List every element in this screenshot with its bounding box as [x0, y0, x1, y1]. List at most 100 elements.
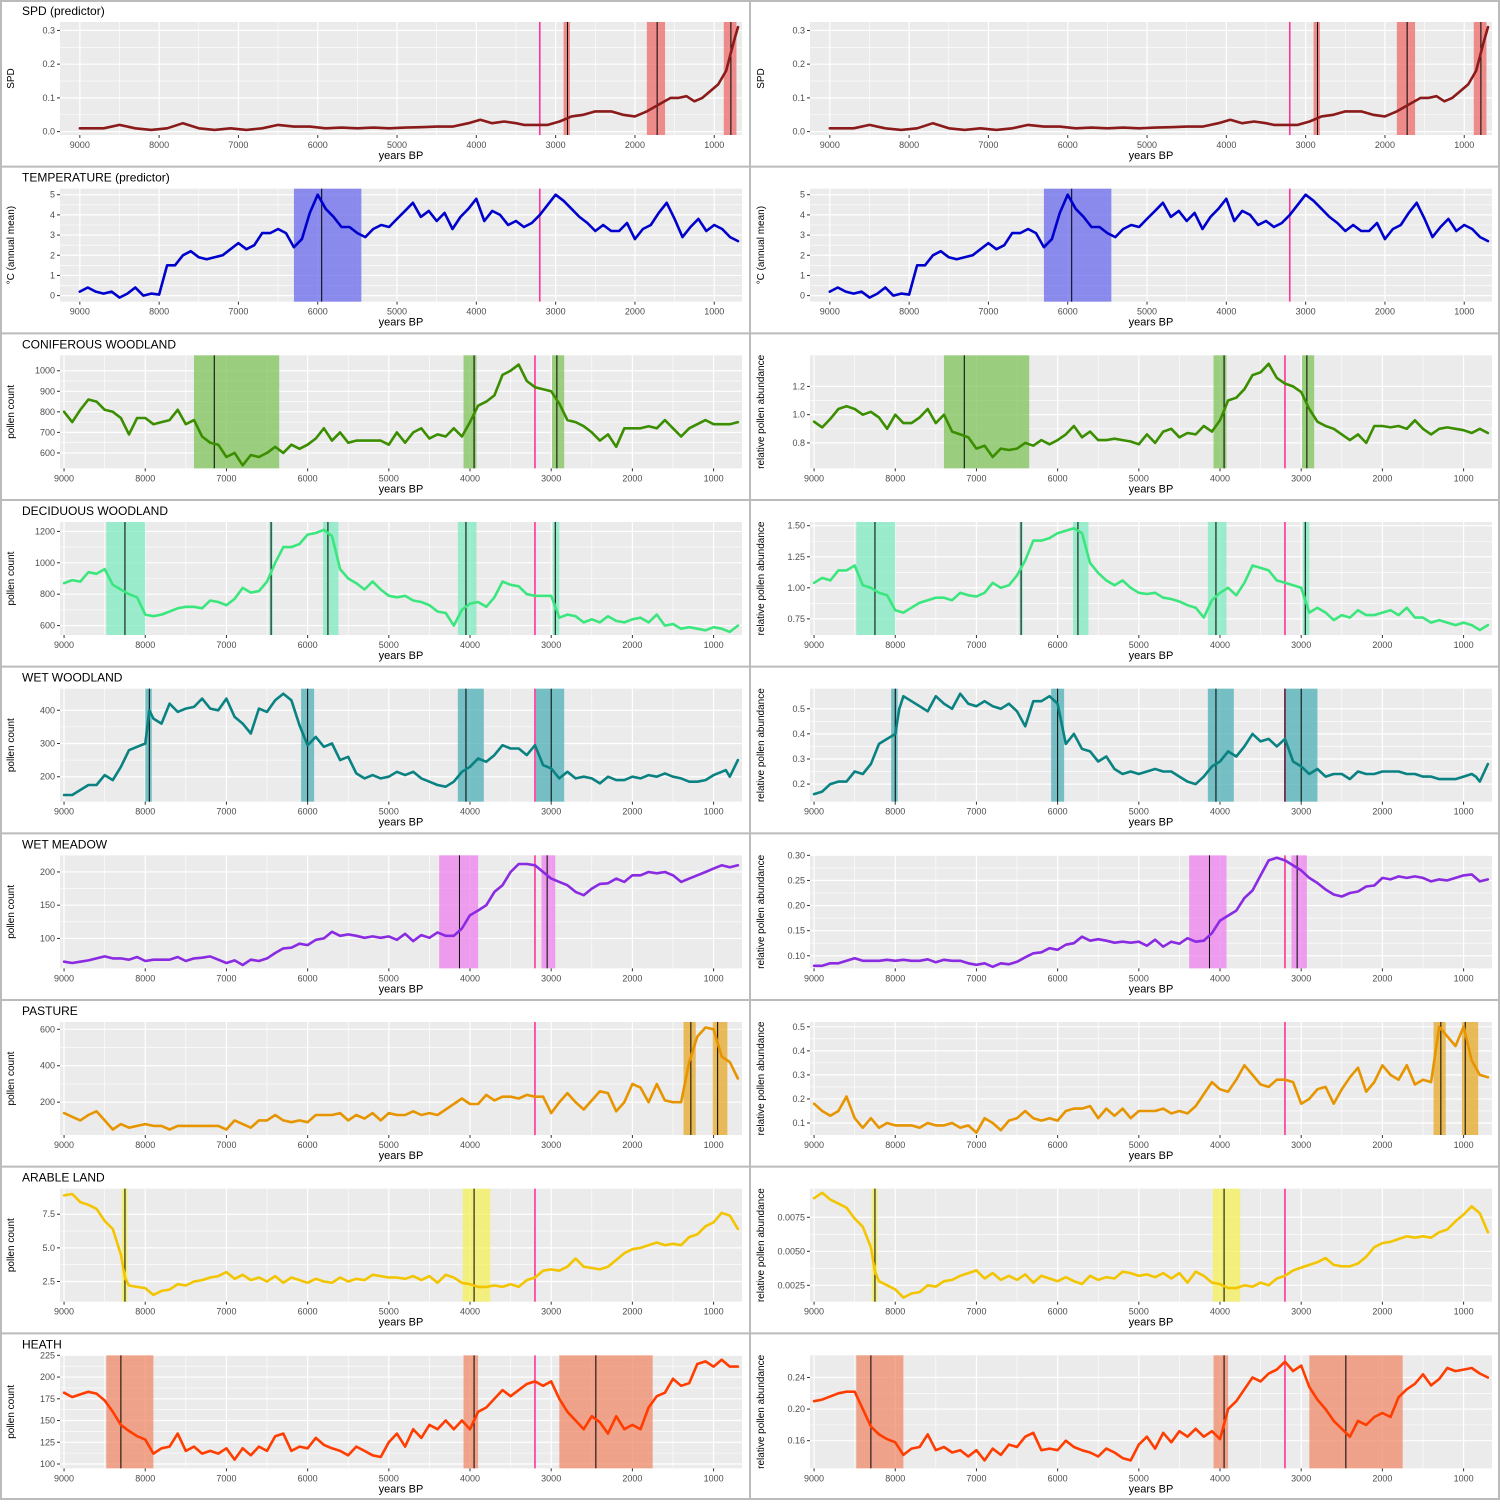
- y-tick-label: 0.1: [792, 1118, 805, 1128]
- x-tick-label: 3000: [1296, 307, 1316, 317]
- x-tick-label: 7000: [216, 807, 236, 817]
- x-tick-label: 2000: [622, 1140, 642, 1150]
- series-line: [812, 692, 1490, 796]
- change-band: [1313, 22, 1320, 135]
- y-axis-label: pollen count: [6, 1051, 17, 1105]
- x-tick-label: 3000: [541, 1473, 561, 1483]
- panel-left: DECIDUOUS WOODLAND 9000 8000 7000 6000 5000 40…: [6, 504, 742, 662]
- change-band: [1189, 855, 1227, 969]
- panel-title: WET MEADOW: [22, 837, 108, 851]
- x-tick-label: 3000: [541, 807, 561, 817]
- change-band: [891, 688, 898, 802]
- y-tick-label: 900: [40, 386, 55, 396]
- x-tick-label: 7000: [978, 307, 998, 317]
- y-tick-label: 4: [50, 210, 55, 220]
- x-tick-label: 8000: [135, 473, 155, 483]
- x-axis-label: years BP: [379, 1483, 424, 1495]
- x-tick-label: 6000: [298, 1307, 318, 1317]
- x-axis-label: years BP: [1129, 983, 1174, 995]
- x-tick-label: 3000: [541, 1307, 561, 1317]
- panel-title: DECIDUOUS WOODLAND: [22, 504, 168, 518]
- x-tick-label: 2000: [622, 473, 642, 483]
- x-tick-label: 6000: [1058, 307, 1078, 317]
- y-tick-label: 7.5: [42, 1209, 55, 1219]
- x-tick-label: 2000: [622, 973, 642, 983]
- plot-background: [60, 688, 742, 802]
- y-tick-label: 0.2: [792, 779, 805, 789]
- x-tick-label: 4000: [460, 973, 480, 983]
- y-axis-label: SPD: [756, 68, 767, 89]
- y-tick-label: 0.24: [787, 1372, 805, 1382]
- y-tick-label: 150: [40, 1416, 55, 1426]
- y-tick-label: 600: [40, 1024, 55, 1034]
- x-tick-label: 8000: [885, 473, 905, 483]
- x-tick-label: 6000: [298, 1473, 318, 1483]
- x-tick-label: 5000: [1129, 1140, 1149, 1150]
- x-tick-label: 1000: [1454, 973, 1474, 983]
- x-tick-label: 2000: [622, 1307, 642, 1317]
- y-tick-label: 150: [40, 900, 55, 910]
- series-line: [78, 193, 740, 299]
- y-tick-label: 0.0050: [777, 1246, 805, 1256]
- panel-right: 9000 8000 7000 6000 5000 4000 3000 2000 1000 0.2 0…: [756, 688, 1492, 829]
- panel-title: ARABLE LAND: [22, 1171, 105, 1185]
- change-band: [559, 1355, 653, 1469]
- x-tick-label: 7000: [966, 1473, 986, 1483]
- plot-background: [60, 1022, 742, 1135]
- y-tick-label: 800: [40, 589, 55, 599]
- panel-left: PASTURE 9000 8000 7000 6000 5000 4000 3000 2000 1…: [6, 1004, 742, 1162]
- x-tick-label: 8000: [885, 1307, 905, 1317]
- y-axis-label: relative pollen abundance: [756, 1021, 767, 1135]
- change-band: [463, 355, 477, 469]
- panel-left: SPD (predictor) 9000 8000 7000 6000 5000 4000 3…: [6, 4, 742, 162]
- x-tick-label: 4000: [460, 640, 480, 650]
- x-axis-label: years BP: [1129, 650, 1174, 662]
- panel-title: TEMPERATURE (predictor): [22, 171, 170, 185]
- x-tick-label: 2000: [1372, 1140, 1392, 1150]
- panel-left: CONIFEROUS WOODLAND 9000 8000 7000 6000 5000 4…: [6, 337, 742, 495]
- y-axis-label: pollen count: [6, 385, 17, 439]
- x-tick-label: 5000: [1129, 640, 1149, 650]
- x-tick-label: 6000: [1048, 973, 1068, 983]
- plot-background: [60, 22, 742, 135]
- x-tick-label: 7000: [228, 140, 248, 150]
- y-tick-label: 800: [40, 407, 55, 417]
- x-tick-label: 9000: [804, 1307, 824, 1317]
- panel-title: SPD (predictor): [22, 4, 105, 18]
- change-band: [1073, 522, 1089, 635]
- y-tick-label: 400: [40, 1061, 55, 1071]
- y-tick-label: 0.4: [792, 1046, 805, 1056]
- x-axis-label: years BP: [1129, 150, 1174, 162]
- y-tick-label: 1: [50, 270, 55, 280]
- change-band: [1207, 688, 1234, 802]
- x-tick-label: 9000: [804, 473, 824, 483]
- x-tick-label: 2000: [1372, 473, 1392, 483]
- x-tick-label: 2000: [1375, 307, 1395, 317]
- x-tick-label: 5000: [387, 307, 407, 317]
- y-tick-label: 3: [50, 230, 55, 240]
- x-axis-label: years BP: [379, 983, 424, 995]
- y-axis-label: °C (annual mean): [756, 206, 767, 284]
- x-tick-label: 4000: [1210, 1473, 1230, 1483]
- change-band: [463, 1355, 479, 1469]
- y-tick-label: 0.0025: [777, 1280, 805, 1290]
- y-tick-label: 1.0: [792, 410, 805, 420]
- y-axis-label: relative pollen abundance: [756, 354, 767, 468]
- change-band: [293, 188, 362, 302]
- change-band: [552, 522, 560, 635]
- x-tick-label: 8000: [135, 1140, 155, 1150]
- x-tick-label: 6000: [1048, 473, 1068, 483]
- x-tick-label: 4000: [1210, 973, 1230, 983]
- x-tick-label: 5000: [379, 1140, 399, 1150]
- x-tick-label: 6000: [298, 973, 318, 983]
- panel-title: HEATH: [22, 1337, 62, 1351]
- x-tick-label: 7000: [228, 307, 248, 317]
- series-line: [828, 25, 1490, 132]
- change-band: [943, 355, 1030, 469]
- x-tick-label: 1000: [1454, 1473, 1474, 1483]
- y-axis-label: pollen count: [6, 1385, 17, 1439]
- x-tick-label: 5000: [387, 140, 407, 150]
- x-tick-label: 7000: [216, 1473, 236, 1483]
- x-axis-label: years BP: [379, 650, 424, 662]
